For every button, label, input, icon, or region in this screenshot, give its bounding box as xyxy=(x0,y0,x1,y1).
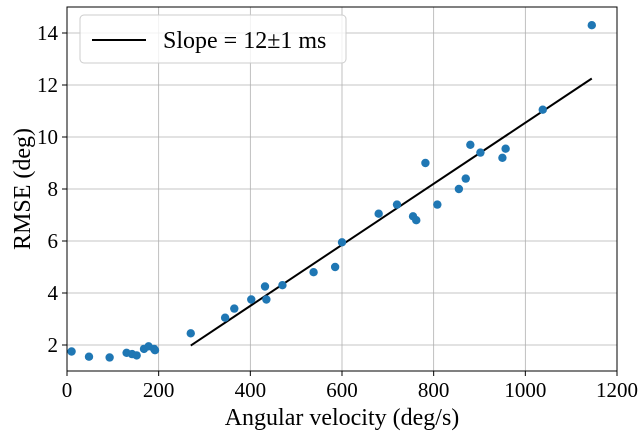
x-tick-label: 800 xyxy=(418,378,450,402)
data-point xyxy=(374,209,383,218)
data-point xyxy=(150,346,160,355)
data-point xyxy=(476,148,485,157)
data-point xyxy=(309,268,318,277)
x-tick-label: 600 xyxy=(326,378,358,402)
data-point xyxy=(412,216,421,225)
data-point xyxy=(501,144,510,153)
data-point xyxy=(84,352,94,361)
data-point xyxy=(220,313,230,322)
fit-line-layer xyxy=(190,77,593,347)
data-point xyxy=(433,200,442,209)
data-point xyxy=(230,304,239,313)
x-axis-label: Angular velocity (deg/s) xyxy=(225,405,460,431)
x-tick-label: 400 xyxy=(235,378,267,402)
legend-label: Slope = 12±1 ms xyxy=(163,28,326,54)
y-tick-label: 10 xyxy=(37,125,58,149)
legend-box xyxy=(79,14,347,64)
data-point xyxy=(260,282,270,291)
data-point xyxy=(186,329,195,338)
y-tick-label: 14 xyxy=(37,21,59,45)
data-point xyxy=(278,281,287,290)
y-tick-label: 2 xyxy=(48,333,59,357)
data-point xyxy=(262,295,271,304)
data-point xyxy=(454,184,464,194)
y-tick-label: 4 xyxy=(48,281,59,305)
fit-line xyxy=(190,77,593,347)
data-point xyxy=(105,353,114,362)
data-point xyxy=(461,174,470,183)
data-point xyxy=(330,262,340,272)
data-point xyxy=(247,295,256,304)
x-tick-label: 1000 xyxy=(504,378,546,402)
data-point xyxy=(421,158,430,168)
x-tick-label: 200 xyxy=(143,378,175,402)
data-point xyxy=(466,140,475,149)
data-point xyxy=(498,153,507,162)
y-tick-label: 8 xyxy=(48,177,59,201)
axis-ticks: 0 200 400 600 800 1000 1200 2 4 6 8 10 12 14 xyxy=(37,21,638,402)
data-point xyxy=(587,21,596,30)
y-axis-label: RMSE (deg) xyxy=(10,128,36,250)
data-points xyxy=(67,21,596,362)
data-point xyxy=(392,200,402,209)
x-tick-label: 0 xyxy=(62,378,73,402)
data-point xyxy=(132,351,141,360)
data-point xyxy=(67,347,76,356)
x-tick-label: 1200 xyxy=(596,378,638,402)
y-tick-label: 6 xyxy=(48,229,59,253)
data-point xyxy=(538,105,547,114)
legend: Slope = 12±1 ms xyxy=(79,14,347,64)
y-tick-label: 12 xyxy=(37,73,58,97)
data-point xyxy=(337,238,347,247)
